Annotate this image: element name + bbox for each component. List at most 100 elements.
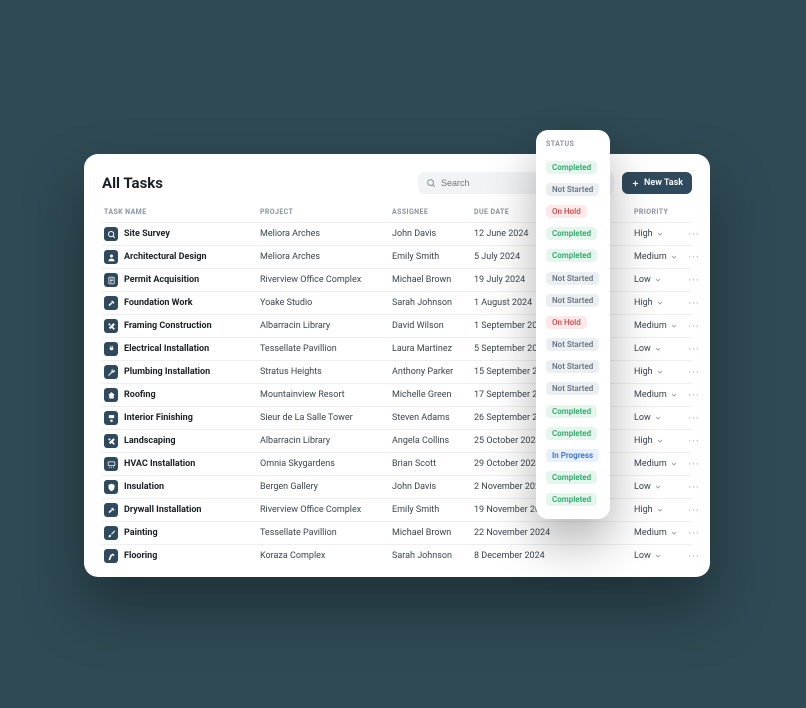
user-icon <box>104 250 118 264</box>
due-cell: 8 December 2024 <box>474 551 574 561</box>
hammer-icon <box>104 296 118 310</box>
status-option[interactable]: Not Started <box>544 178 602 200</box>
assignee-cell: Steven Adams <box>392 413 470 423</box>
assignee-cell: Laura Martinez <box>392 344 470 354</box>
priority-cell[interactable]: Low <box>634 413 682 423</box>
priority-cell[interactable]: Medium <box>634 390 682 400</box>
priority-cell[interactable]: High <box>634 505 682 515</box>
status-badge: Not Started <box>546 338 599 351</box>
status-option[interactable]: Not Started <box>544 334 602 356</box>
assignee-cell: John Davis <box>392 482 470 492</box>
task-name: Flooring <box>124 551 157 561</box>
status-badge: Completed <box>546 471 597 484</box>
assignee-cell: Sarah Johnson <box>392 551 470 561</box>
home-icon <box>104 388 118 402</box>
row-more-button[interactable]: ··· <box>686 228 702 241</box>
document-icon <box>104 273 118 287</box>
priority-cell[interactable]: Low <box>634 344 682 354</box>
priority-cell[interactable]: Medium <box>634 528 682 538</box>
task-name: Painting <box>124 528 158 538</box>
brush-icon <box>104 526 118 540</box>
status-option[interactable]: Not Started <box>544 267 602 289</box>
status-option[interactable]: Not Started <box>544 378 602 400</box>
task-name-cell: Electrical Installation <box>104 342 256 356</box>
project-cell: Tessellate Pavillion <box>260 344 388 354</box>
tools-icon <box>104 319 118 333</box>
status-option[interactable]: Completed <box>544 489 602 511</box>
status-badge: Not Started <box>546 382 599 395</box>
assignee-cell: Brian Scott <box>392 459 470 469</box>
col-task: TASK NAME <box>104 208 256 216</box>
assignee-cell: Emily Smith <box>392 252 470 262</box>
anglebrush-icon <box>104 549 118 563</box>
row-more-button[interactable]: ··· <box>686 274 702 287</box>
task-name: Interior Finishing <box>124 413 193 423</box>
priority-cell[interactable]: Low <box>634 551 682 561</box>
assignee-cell: Sarah Johnson <box>392 298 470 308</box>
task-name: Framing Construction <box>124 321 212 331</box>
row-more-button[interactable]: ··· <box>686 527 702 540</box>
row-more-button[interactable]: ··· <box>686 251 702 264</box>
status-badge: On Hold <box>546 205 587 218</box>
status-badge: On Hold <box>546 316 587 329</box>
row-more-button[interactable]: ··· <box>686 366 702 379</box>
row-more-button[interactable]: ··· <box>686 435 702 448</box>
task-name-cell: Permit Acquisition <box>104 273 256 287</box>
row-more-button[interactable]: ··· <box>686 481 702 494</box>
task-name: Electrical Installation <box>124 344 209 354</box>
status-option[interactable]: On Hold <box>544 200 602 222</box>
col-assignee: ASSIGNEE <box>392 208 470 216</box>
priority-cell[interactable]: Low <box>634 275 682 285</box>
task-name-cell: Interior Finishing <box>104 411 256 425</box>
status-option[interactable]: Completed <box>544 400 602 422</box>
project-cell: Riverview Office Complex <box>260 505 388 515</box>
row-more-button[interactable]: ··· <box>686 320 702 333</box>
hammer-icon <box>104 503 118 517</box>
status-option[interactable]: Not Started <box>544 356 602 378</box>
search-icon <box>104 227 118 241</box>
row-more-button[interactable]: ··· <box>686 343 702 356</box>
status-option[interactable]: Completed <box>544 422 602 444</box>
new-task-label: New Task <box>644 178 683 188</box>
search-input-wrap[interactable] <box>418 172 548 194</box>
project-cell: Stratus Heights <box>260 367 388 377</box>
paint-icon <box>104 411 118 425</box>
status-option[interactable]: Completed <box>544 245 602 267</box>
row-more-button[interactable]: ··· <box>686 389 702 402</box>
row-more-button[interactable]: ··· <box>686 504 702 517</box>
priority-cell[interactable]: Low <box>634 482 682 492</box>
new-task-button[interactable]: New Task <box>622 172 692 194</box>
status-option[interactable]: Completed <box>544 156 602 178</box>
priority-cell[interactable]: High <box>634 436 682 446</box>
status-badge: Not Started <box>546 183 599 196</box>
priority-cell[interactable]: High <box>634 229 682 239</box>
row-more-button[interactable]: ··· <box>686 412 702 425</box>
project-cell: Koraza Complex <box>260 551 388 561</box>
priority-cell[interactable]: Medium <box>634 459 682 469</box>
status-badge: Completed <box>546 427 597 440</box>
wrench-icon <box>104 365 118 379</box>
table-row[interactable]: PaintingTessellate PavillionMichael Brow… <box>102 521 692 544</box>
tools-icon <box>104 434 118 448</box>
priority-cell[interactable]: Medium <box>634 252 682 262</box>
status-option[interactable]: Completed <box>544 467 602 489</box>
priority-cell[interactable]: High <box>634 367 682 377</box>
task-name: Insulation <box>124 482 164 492</box>
table-row[interactable]: Flooring Koraza Complex Sarah Johnson 8 Dec… <box>102 544 692 567</box>
shield-icon <box>104 480 118 494</box>
status-option[interactable]: Not Started <box>544 289 602 311</box>
status-option[interactable]: In Progress <box>544 444 602 466</box>
search-input[interactable] <box>441 178 540 188</box>
project-cell: Yoake Studio <box>260 298 388 308</box>
row-more-button[interactable]: ··· <box>686 458 702 471</box>
priority-cell[interactable]: Medium <box>634 321 682 331</box>
row-more-button[interactable]: ··· <box>686 550 702 563</box>
status-popover: STATUS CompletedNot StartedOn HoldComple… <box>536 130 610 519</box>
status-option[interactable]: Completed <box>544 223 602 245</box>
project-cell: Meliora Arches <box>260 229 388 239</box>
status-popover-list: Completed Not Started On Hold Completed Comp… <box>544 156 602 511</box>
row-more-button[interactable]: ··· <box>686 297 702 310</box>
priority-cell[interactable]: High <box>634 298 682 308</box>
status-badge: Completed <box>546 249 597 262</box>
status-option[interactable]: On Hold <box>544 311 602 333</box>
